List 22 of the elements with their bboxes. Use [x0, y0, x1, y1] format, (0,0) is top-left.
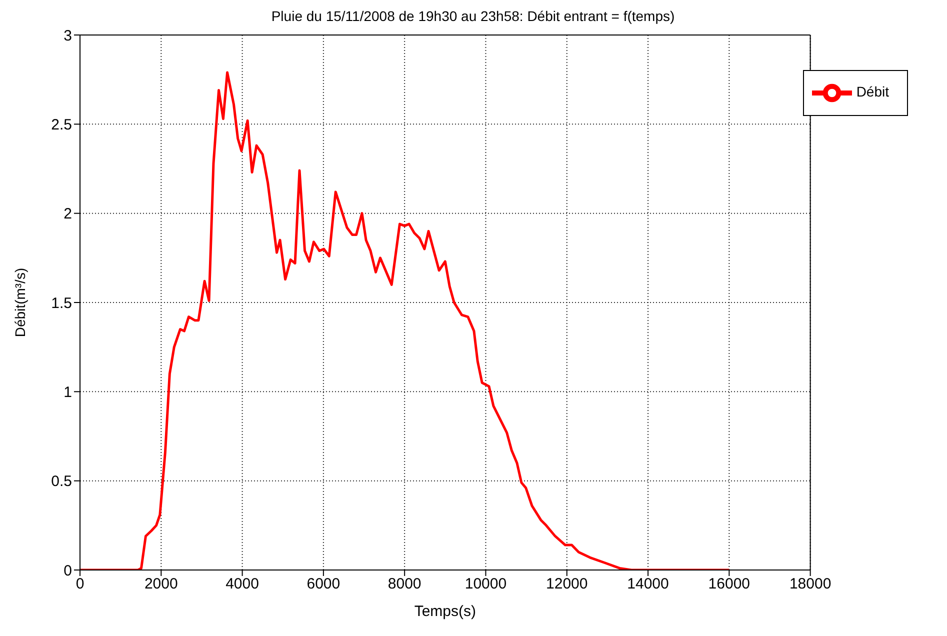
x-tick-label: 6000 [306, 576, 340, 593]
y-axis-title: Débit(m³/s) [12, 268, 28, 338]
x-tick-label: 8000 [388, 576, 422, 593]
legend-label: Débit [856, 84, 889, 100]
x-tick-label: 0 [76, 576, 84, 593]
y-tick-label: 1.5 [51, 294, 72, 312]
x-tick-label: 12000 [546, 576, 588, 593]
x-tick-label: 4000 [226, 576, 259, 593]
y-tick-label: 0.5 [51, 473, 72, 490]
y-tick-label: 0 [64, 562, 72, 580]
y-tick-label: 2 [64, 206, 72, 223]
x-tick-label: 14000 [627, 576, 669, 593]
line-series [80, 71, 730, 570]
x-tick-label: 18000 [789, 576, 832, 593]
y-tick-label: 2.5 [51, 116, 72, 134]
y-tick-label: 3 [64, 27, 72, 44]
x-tick-label: 10000 [464, 576, 507, 593]
x-tick-label: 2000 [144, 576, 178, 593]
x-axis-title: Temps(s) [414, 603, 476, 620]
chart-title: Pluie du 15/11/2008 de 19h30 au 23h58: Débit entrant = f(temps) [270, 8, 676, 26]
x-tick-label: 16000 [708, 576, 750, 593]
y-tick-label: 1 [64, 384, 72, 401]
